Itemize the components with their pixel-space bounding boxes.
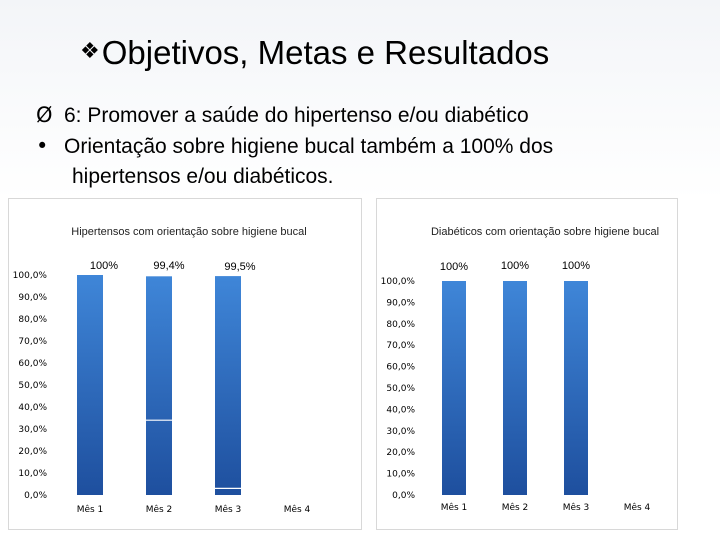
diabetic-chart-panel: Diabéticos com orientação sobre higiene … — [376, 198, 678, 530]
x-category-label: Mês 1 — [77, 504, 104, 515]
bullet-continuation: hipertensos e/ou diabéticos. — [36, 162, 696, 192]
hypertensive-chart-panel: Hipertensos com orientação sobre higiene… — [8, 198, 362, 530]
chart-title: Diabéticos com orientação sobre higiene … — [431, 226, 659, 238]
bullet-item: • Orientação sobre higiene bucal também a… — [36, 131, 696, 162]
slide-background — [0, 0, 720, 200]
y-tick-label: 100,0% — [381, 277, 416, 287]
slide-title-row: ❖Objetivos, Metas e Resultados — [80, 34, 549, 72]
y-tick-label: 90,0% — [386, 298, 415, 308]
hypertensive-bar-chart: Hipertensos com orientação sobre higiene… — [13, 226, 311, 515]
data-label: 100% — [90, 260, 118, 272]
y-tick-label: 50,0% — [386, 384, 415, 394]
y-tick-label: 80,0% — [386, 320, 415, 330]
data-label: 99,5% — [224, 261, 255, 273]
bullet-list: Ø 6: Promover a saúde do hipertenso e/ou … — [36, 100, 696, 192]
bar — [215, 276, 241, 495]
y-tick-label: 10,0% — [386, 470, 415, 480]
chart-title: Hipertensos com orientação sobre higiene… — [71, 226, 306, 238]
bar — [564, 281, 588, 495]
y-tick-label: 60,0% — [18, 359, 47, 369]
bar — [442, 281, 466, 495]
x-category-label: Mês 2 — [502, 502, 529, 513]
x-category-label: Mês 4 — [284, 504, 311, 515]
y-tick-label: 80,0% — [18, 315, 47, 325]
y-tick-label: 20,0% — [386, 448, 415, 458]
arrow-bullet-icon: Ø — [36, 103, 53, 127]
bullet-item: Ø 6: Promover a saúde do hipertenso e/ou … — [36, 100, 696, 131]
bullet-text: Orientação sobre higiene bucal também a … — [64, 135, 554, 158]
x-category-label: Mês 4 — [624, 502, 651, 513]
diamond-bullet-icon: ❖ — [80, 39, 100, 64]
y-tick-label: 10,0% — [18, 469, 47, 479]
y-tick-label: 60,0% — [386, 363, 415, 373]
bar — [77, 275, 103, 495]
y-tick-label: 20,0% — [18, 447, 47, 457]
slide-title: Objetivos, Metas e Resultados — [101, 34, 550, 71]
x-category-label: Mês 2 — [146, 504, 173, 515]
y-tick-label: 30,0% — [18, 425, 47, 435]
x-category-label: Mês 3 — [563, 502, 590, 513]
diabetic-bar-chart: Diabéticos com orientação sobre higiene … — [381, 226, 659, 513]
x-category-label: Mês 1 — [441, 502, 468, 513]
data-label: 100% — [562, 260, 590, 272]
bar — [146, 276, 172, 495]
y-tick-label: 70,0% — [386, 341, 415, 351]
y-tick-label: 0,0% — [24, 491, 47, 501]
y-tick-label: 0,0% — [392, 491, 415, 501]
bullet-text: 6: Promover a saúde do hipertenso e/ou d… — [64, 104, 529, 127]
y-tick-label: 70,0% — [18, 337, 47, 347]
y-tick-label: 90,0% — [18, 293, 47, 303]
y-tick-label: 30,0% — [386, 427, 415, 437]
x-category-label: Mês 3 — [215, 504, 242, 515]
data-label: 100% — [440, 261, 468, 273]
bullet-text: hipertensos e/ou diabéticos. — [72, 165, 334, 188]
dot-bullet-icon: • — [36, 134, 49, 158]
data-label: 99,4% — [153, 260, 184, 272]
y-tick-label: 40,0% — [386, 405, 415, 415]
bar — [503, 281, 527, 495]
y-tick-label: 50,0% — [18, 381, 47, 391]
y-tick-label: 100,0% — [13, 271, 48, 281]
data-label: 100% — [501, 260, 529, 272]
y-tick-label: 40,0% — [18, 403, 47, 413]
